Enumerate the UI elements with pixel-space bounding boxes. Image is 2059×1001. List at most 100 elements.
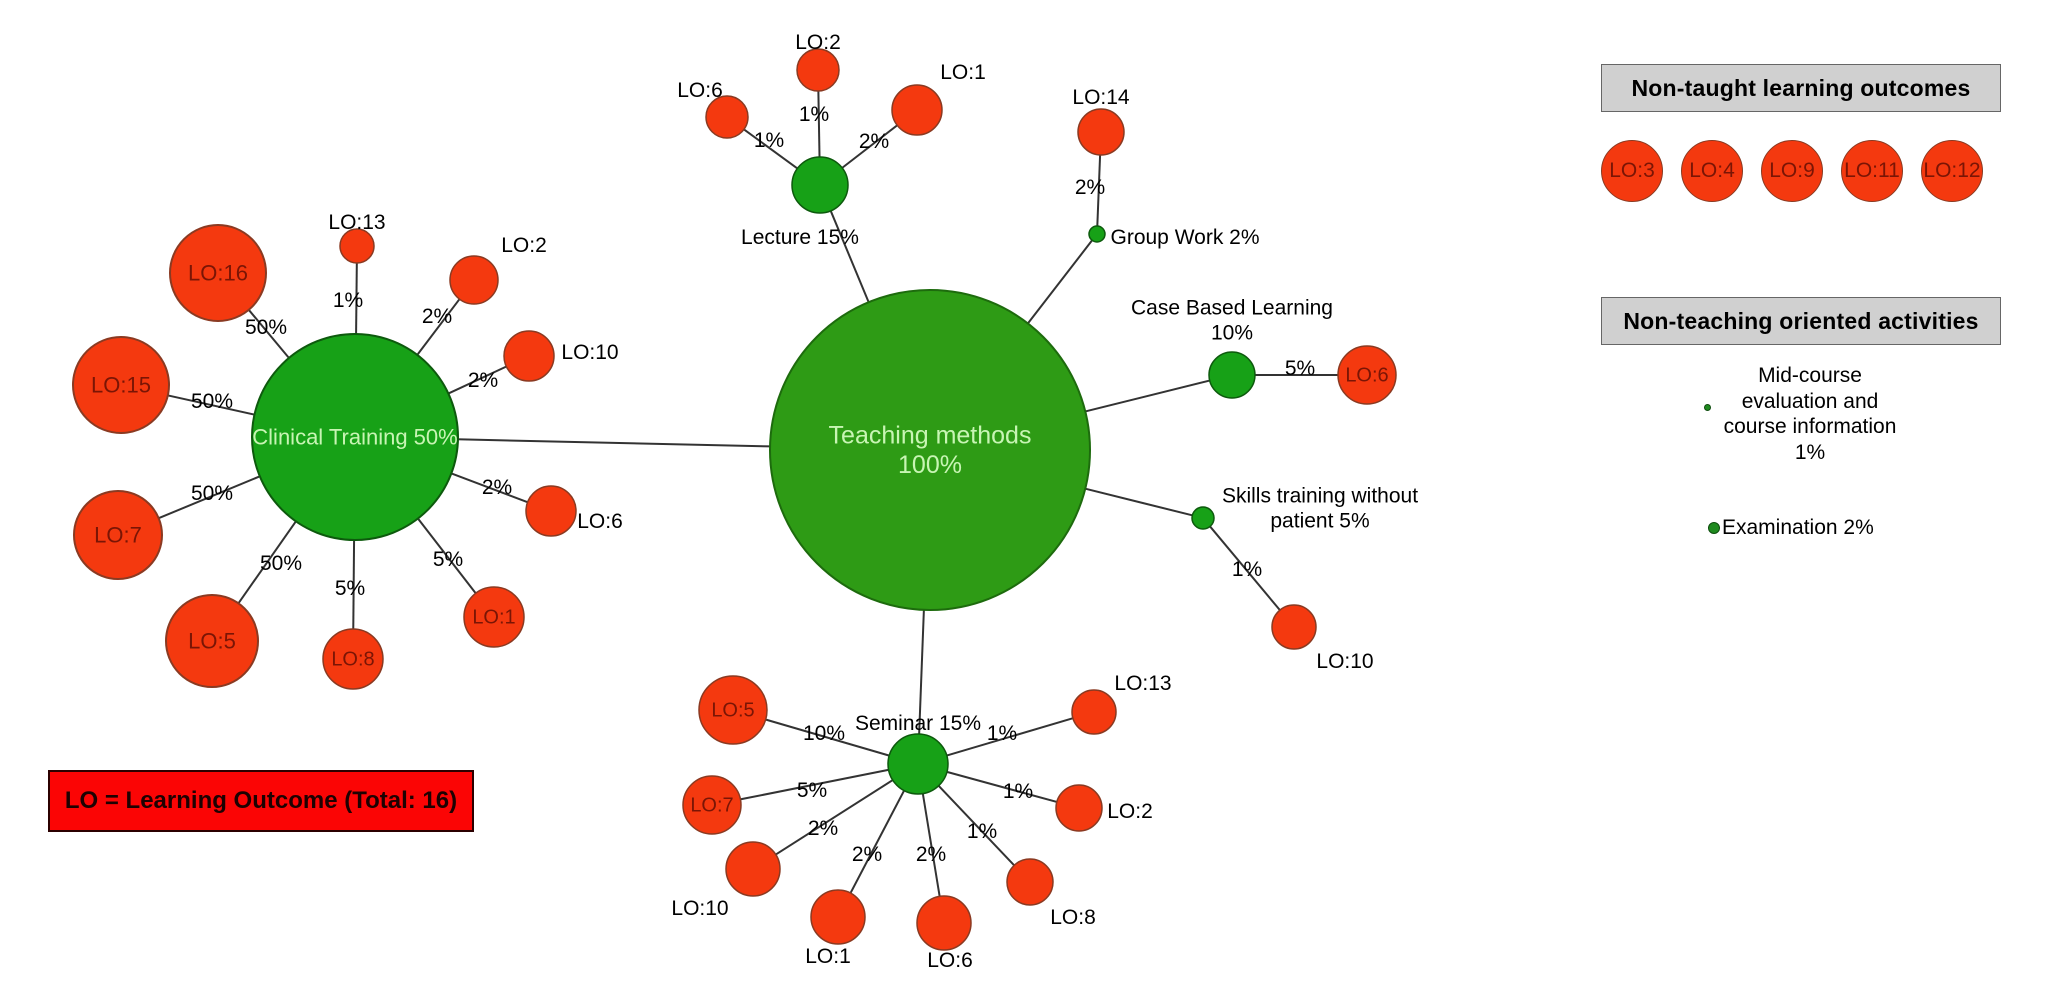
node-lec-lo1[interactable] (891, 84, 943, 136)
node-label-cbl-lo6: LO:6 (1345, 365, 1388, 387)
edge-clinical-training-to-ct-lo5 (237, 519, 298, 605)
node-sem-lo2[interactable] (1055, 784, 1103, 832)
node-sem-lo13[interactable] (1071, 689, 1117, 735)
non-taught-outcome-lo3: LO:3 (1601, 140, 1663, 202)
edge-weight-label: 2% (468, 369, 498, 392)
node-sem-lo8[interactable] (1006, 858, 1054, 906)
non-taught-outcome-lo12: LO:12 (1921, 140, 1983, 202)
node-ct-lo13[interactable] (339, 228, 375, 264)
node-ct-lo5[interactable] (165, 594, 259, 688)
edge-weight-label: 2% (1075, 176, 1105, 199)
non-taught-panel-header: Non-taught learning outcomes (1601, 64, 2001, 112)
edge-teaching-methods-to-case-based-learning (1084, 379, 1211, 413)
node-ct-lo15[interactable] (72, 336, 170, 434)
edge-label-layer: 50% 50% 50% 50% 1% 2% 2% 2% 5% 5% 1% 1% 2% 2% 5% 1% 10% 5… (191, 103, 1315, 866)
edge-weight-label: 2% (852, 843, 882, 866)
edge-teaching-methods-to-clinical-training (456, 438, 772, 448)
node-sem-lo5[interactable] (698, 675, 768, 745)
edge-weight-label: 50% (191, 390, 233, 413)
edge-teaching-methods-to-group-work (1026, 238, 1094, 325)
node-label-ct-lo16: LO:16 (188, 260, 248, 285)
edge-weight-label: 2% (859, 130, 889, 153)
node-label-ct-lo5: LO:5 (188, 628, 236, 653)
edge-seminar-to-sem-lo6 (921, 792, 941, 898)
lo-definition-legend: LO = Learning Outcome (Total: 16) (48, 770, 474, 832)
node-label-st-lo10: LO:10 (1316, 650, 1373, 673)
edge-seminar-to-sem-lo2 (945, 770, 1059, 804)
edge-weight-label: 5% (797, 779, 827, 802)
node-label-lec-lo6: LO:6 (677, 79, 723, 102)
node-label-ct-lo7: LO:7 (94, 522, 142, 547)
edge-seminar-to-sem-lo5 (764, 718, 891, 757)
edge-seminar-to-sem-lo1 (849, 789, 906, 895)
lo-definition-text: LO = Learning Outcome (Total: 16) (64, 787, 458, 814)
edge-weight-label: 2% (808, 817, 838, 840)
edge-weight-label: 1% (1003, 780, 1033, 803)
node-sem-lo7[interactable] (682, 775, 742, 835)
node-ct-lo7[interactable] (73, 490, 163, 580)
node-label-gw-lo14: LO:14 (1072, 86, 1130, 109)
node-clinical-training[interactable] (251, 333, 459, 541)
edge-clinical-training-to-ct-lo7 (157, 475, 262, 520)
node-group-work[interactable] (1088, 225, 1106, 243)
examination-marker-dot (1708, 522, 1720, 534)
node-label-teaching-methods: Teaching methods (829, 422, 1032, 450)
node-label-lec-lo2: LO:2 (795, 31, 841, 54)
node-ct-lo2[interactable] (449, 255, 499, 305)
edge-clinical-training-to-ct-lo1 (416, 517, 478, 595)
node-lec-lo6[interactable] (705, 95, 749, 139)
node-label-sem-lo6: LO:6 (927, 949, 973, 972)
node-skills-training[interactable] (1191, 506, 1215, 530)
node-ct-lo16[interactable] (169, 224, 267, 322)
node-gw-lo14[interactable] (1077, 108, 1125, 156)
node-label-ct-lo15: LO:15 (91, 372, 151, 397)
node-sem-lo1[interactable] (810, 889, 866, 945)
edge-seminar-to-sem-lo13 (945, 716, 1075, 757)
node-layer (72, 48, 1397, 951)
node-label-ct-lo10: LO:10 (561, 341, 618, 364)
non-taught-outcome-lo4: LO:4 (1681, 140, 1743, 202)
node-label-group-work: Group Work 2% (1111, 226, 1260, 249)
node-seminar[interactable] (887, 733, 949, 795)
non-teaching-panel-header: Non-teaching oriented activities (1601, 297, 2001, 345)
edge-weight-label: 1% (799, 103, 829, 126)
node-case-based-learning[interactable] (1208, 351, 1256, 399)
node-cbl-lo6[interactable] (1337, 345, 1397, 405)
edge-weight-label: 1% (333, 289, 363, 312)
node-ct-lo8[interactable] (322, 628, 384, 690)
node-label-ct-lo8: LO:8 (331, 649, 374, 671)
node-label-sem-lo2: LO:2 (1107, 800, 1153, 823)
node-ct-lo10[interactable] (503, 330, 555, 382)
node-label-sem-lo8: LO:8 (1050, 906, 1096, 929)
edge-lecture-to-lec-lo1 (840, 123, 899, 170)
node-label-sem-lo13: LO:13 (1114, 672, 1171, 695)
node-label-ct-lo1: LO:1 (472, 607, 515, 629)
edge-clinical-training-to-ct-lo16 (247, 308, 291, 360)
edge-clinical-training-to-ct-lo10 (447, 365, 508, 395)
node-sem-lo10[interactable] (725, 841, 781, 897)
node-teaching-methods[interactable] (769, 289, 1091, 611)
node-sem-lo6[interactable] (916, 895, 972, 951)
edge-weight-label: 5% (335, 577, 365, 600)
edge-weight-label: 2% (422, 305, 452, 328)
node-lec-lo2[interactable] (796, 48, 840, 92)
node-ct-lo1[interactable] (463, 586, 525, 648)
node-label-sem-lo5: LO:5 (711, 700, 754, 722)
edge-group-work-to-gw-lo14 (1096, 153, 1102, 228)
edge-weight-label: 5% (1285, 357, 1315, 380)
edge-weight-label: 1% (987, 722, 1017, 745)
node-lecture[interactable] (791, 156, 849, 214)
node-label-case-based-learning: Case Based Learning (1131, 297, 1333, 320)
node-label-sem-lo10: LO:10 (671, 897, 728, 920)
node-ct-lo6[interactable] (525, 485, 577, 537)
node-label-clinical-training: Clinical Training 50% (252, 424, 457, 449)
edge-seminar-to-sem-lo8 (937, 784, 1016, 867)
node-st-lo10[interactable] (1271, 604, 1317, 650)
edge-clinical-training-to-ct-lo15 (166, 394, 256, 416)
edge-weight-label: 1% (967, 820, 997, 843)
edge-clinical-training-to-ct-lo2 (415, 297, 461, 357)
node-label-ct-lo13: LO:13 (328, 211, 385, 234)
edge-weight-label: 50% (245, 316, 287, 339)
